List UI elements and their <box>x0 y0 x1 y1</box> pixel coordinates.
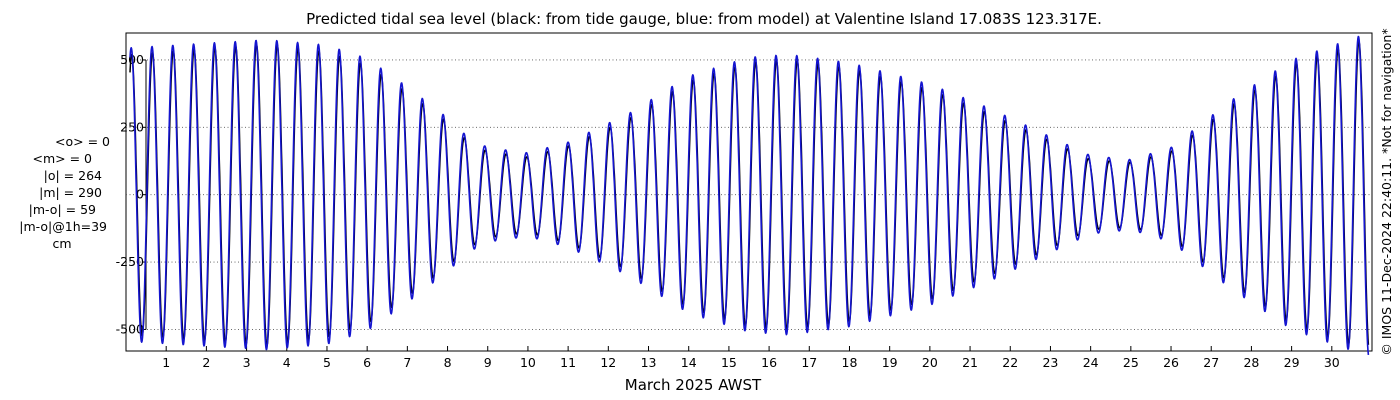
x-tick-label: 9 <box>484 355 492 370</box>
x-tick-label: 2 <box>202 355 210 370</box>
x-tick-label: 6 <box>363 355 371 370</box>
x-tick-label: 7 <box>403 355 411 370</box>
y-tick-label: -500 <box>116 321 144 336</box>
x-tick-label: 22 <box>1002 355 1018 370</box>
x-tick-label: 18 <box>842 355 858 370</box>
x-tick-label: 29 <box>1284 355 1300 370</box>
x-tick-label: 1 <box>162 355 170 370</box>
x-tick-label: 25 <box>1123 355 1139 370</box>
plot-area-frame <box>125 32 1373 352</box>
series-layer <box>129 35 1370 355</box>
x-tick-label: 5 <box>323 355 331 370</box>
x-tick-label: 12 <box>600 355 616 370</box>
stat-abs-model: |m| = 290 <box>39 185 102 200</box>
stat-unit: cm <box>52 236 71 251</box>
y-tick-label: 0 <box>136 187 144 202</box>
x-axis-label: March 2025 AWST <box>625 376 762 394</box>
x-tick-label: 8 <box>444 355 452 370</box>
x-tick-label: 10 <box>520 355 536 370</box>
x-tick-label: 3 <box>243 355 251 370</box>
x-tick-label: 23 <box>1042 355 1058 370</box>
x-tick-label: 27 <box>1203 355 1219 370</box>
chart-title: Predicted tidal sea level (black: from t… <box>306 10 1102 28</box>
x-tick-label: 26 <box>1163 355 1179 370</box>
x-tick-label: 4 <box>283 355 291 370</box>
x-tick-label: 19 <box>882 355 898 370</box>
x-tick-label: 21 <box>962 355 978 370</box>
stat-mean-model: <m> = 0 <box>33 151 93 166</box>
stat-mean-observed: <o> = 0 <box>55 134 110 149</box>
x-tick-label: 14 <box>681 355 697 370</box>
x-tick-label: 30 <box>1324 355 1340 370</box>
x-tick-label: 13 <box>641 355 657 370</box>
statistics-panel: <o> = 0 <m> = 0 |o| = 264 |m| = 290 |m-o… <box>19 134 110 251</box>
x-tick-label: 28 <box>1243 355 1259 370</box>
stat-abs-observed: |o| = 264 <box>44 168 102 183</box>
x-tick-label: 15 <box>721 355 737 370</box>
stat-abs-difference: |m-o| = 59 <box>29 202 96 217</box>
series-line-1 <box>129 35 1370 355</box>
stat-abs-difference-1h: |m-o|@1h=39 <box>19 219 107 234</box>
x-tick-label: 16 <box>761 355 777 370</box>
y-tick-label: 250 <box>120 119 144 134</box>
x-axis: 1 2 3 4 5 6 7 8 9 10 11 12 13 14 15 16 17 18 19 20 21 22 23 24 2… <box>162 346 1340 370</box>
x-tick-label: 17 <box>801 355 817 370</box>
copyright-notice: © IMOS 11-Dec-2024 22:40:11. *Not for na… <box>1379 28 1394 355</box>
x-tick-label: 24 <box>1083 355 1099 370</box>
x-tick-label: 11 <box>560 355 576 370</box>
y-tick-label: -250 <box>116 254 144 269</box>
x-tick-label: 20 <box>922 355 938 370</box>
